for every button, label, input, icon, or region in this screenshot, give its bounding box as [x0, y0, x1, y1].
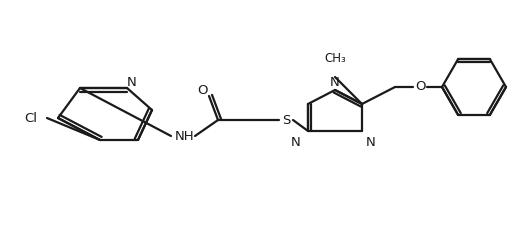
Text: N: N: [291, 137, 301, 149]
Text: N: N: [330, 76, 340, 88]
Text: NH: NH: [175, 130, 195, 142]
Text: Cl: Cl: [24, 112, 38, 124]
Text: N: N: [366, 137, 376, 149]
Text: O: O: [415, 81, 425, 94]
Text: CH₃: CH₃: [324, 52, 346, 65]
Text: S: S: [282, 113, 290, 126]
Text: N: N: [127, 76, 137, 88]
Text: O: O: [197, 83, 207, 97]
